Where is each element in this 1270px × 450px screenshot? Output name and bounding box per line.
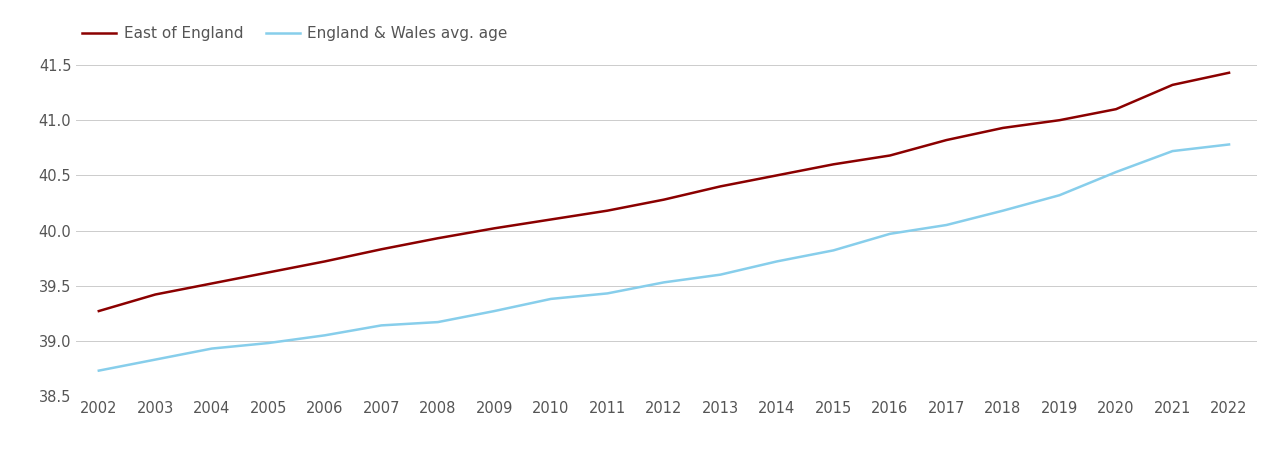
Line: East of England: East of England: [99, 73, 1229, 311]
England & Wales avg. age: [1109, 169, 1124, 175]
East of England: [1109, 107, 1124, 112]
England & Wales avg. age: [996, 208, 1011, 213]
England & Wales avg. age: [826, 248, 841, 253]
East of England: [204, 281, 220, 286]
East of England: [1165, 82, 1180, 88]
England & Wales avg. age: [544, 296, 559, 302]
England & Wales avg. age: [712, 272, 728, 277]
East of England: [147, 292, 163, 297]
England & Wales avg. age: [1052, 193, 1067, 198]
East of England: [770, 173, 785, 178]
England & Wales avg. age: [431, 320, 446, 325]
England & Wales avg. age: [147, 357, 163, 362]
England & Wales avg. age: [486, 308, 502, 314]
England & Wales avg. age: [939, 222, 954, 228]
Line: England & Wales avg. age: England & Wales avg. age: [99, 144, 1229, 371]
England & Wales avg. age: [204, 346, 220, 351]
East of England: [939, 137, 954, 143]
England & Wales avg. age: [883, 231, 898, 237]
East of England: [883, 153, 898, 158]
England & Wales avg. age: [260, 340, 276, 346]
East of England: [431, 235, 446, 241]
England & Wales avg. age: [657, 279, 672, 285]
England & Wales avg. age: [1165, 148, 1180, 154]
East of England: [996, 125, 1011, 130]
East of England: [1222, 70, 1237, 76]
East of England: [486, 225, 502, 231]
East of England: [544, 217, 559, 222]
East of England: [1052, 117, 1067, 123]
East of England: [657, 197, 672, 202]
England & Wales avg. age: [1222, 142, 1237, 147]
England & Wales avg. age: [770, 259, 785, 264]
Legend: East of England, England & Wales avg. age: East of England, England & Wales avg. ag…: [76, 20, 513, 47]
East of England: [260, 270, 276, 275]
England & Wales avg. age: [373, 323, 389, 328]
East of England: [91, 308, 107, 314]
East of England: [826, 162, 841, 167]
East of England: [318, 259, 333, 264]
England & Wales avg. age: [318, 333, 333, 338]
England & Wales avg. age: [91, 368, 107, 373]
England & Wales avg. age: [599, 291, 615, 296]
East of England: [373, 247, 389, 252]
East of England: [712, 184, 728, 189]
East of England: [599, 208, 615, 213]
